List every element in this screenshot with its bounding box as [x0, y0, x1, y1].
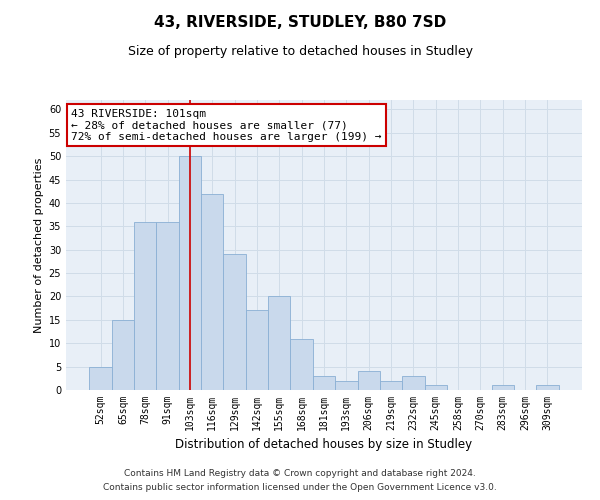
Bar [89, 366, 112, 390]
Bar [157, 222, 179, 390]
X-axis label: Distribution of detached houses by size in Studley: Distribution of detached houses by size … [175, 438, 473, 452]
Bar [536, 386, 559, 390]
Text: Contains public sector information licensed under the Open Government Licence v3: Contains public sector information licen… [103, 484, 497, 492]
Bar [290, 338, 313, 390]
Bar [425, 386, 447, 390]
Bar [491, 386, 514, 390]
Bar [201, 194, 223, 390]
Text: 43 RIVERSIDE: 101sqm
← 28% of detached houses are smaller (77)
72% of semi-detac: 43 RIVERSIDE: 101sqm ← 28% of detached h… [71, 108, 382, 142]
Text: Size of property relative to detached houses in Studley: Size of property relative to detached ho… [128, 45, 473, 58]
Bar [380, 380, 402, 390]
Bar [112, 320, 134, 390]
Bar [268, 296, 290, 390]
Bar [246, 310, 268, 390]
Y-axis label: Number of detached properties: Number of detached properties [34, 158, 44, 332]
Bar [358, 372, 380, 390]
Bar [223, 254, 246, 390]
Bar [179, 156, 201, 390]
Text: Contains HM Land Registry data © Crown copyright and database right 2024.: Contains HM Land Registry data © Crown c… [124, 468, 476, 477]
Bar [402, 376, 425, 390]
Bar [134, 222, 157, 390]
Text: 43, RIVERSIDE, STUDLEY, B80 7SD: 43, RIVERSIDE, STUDLEY, B80 7SD [154, 15, 446, 30]
Bar [335, 380, 358, 390]
Bar [313, 376, 335, 390]
